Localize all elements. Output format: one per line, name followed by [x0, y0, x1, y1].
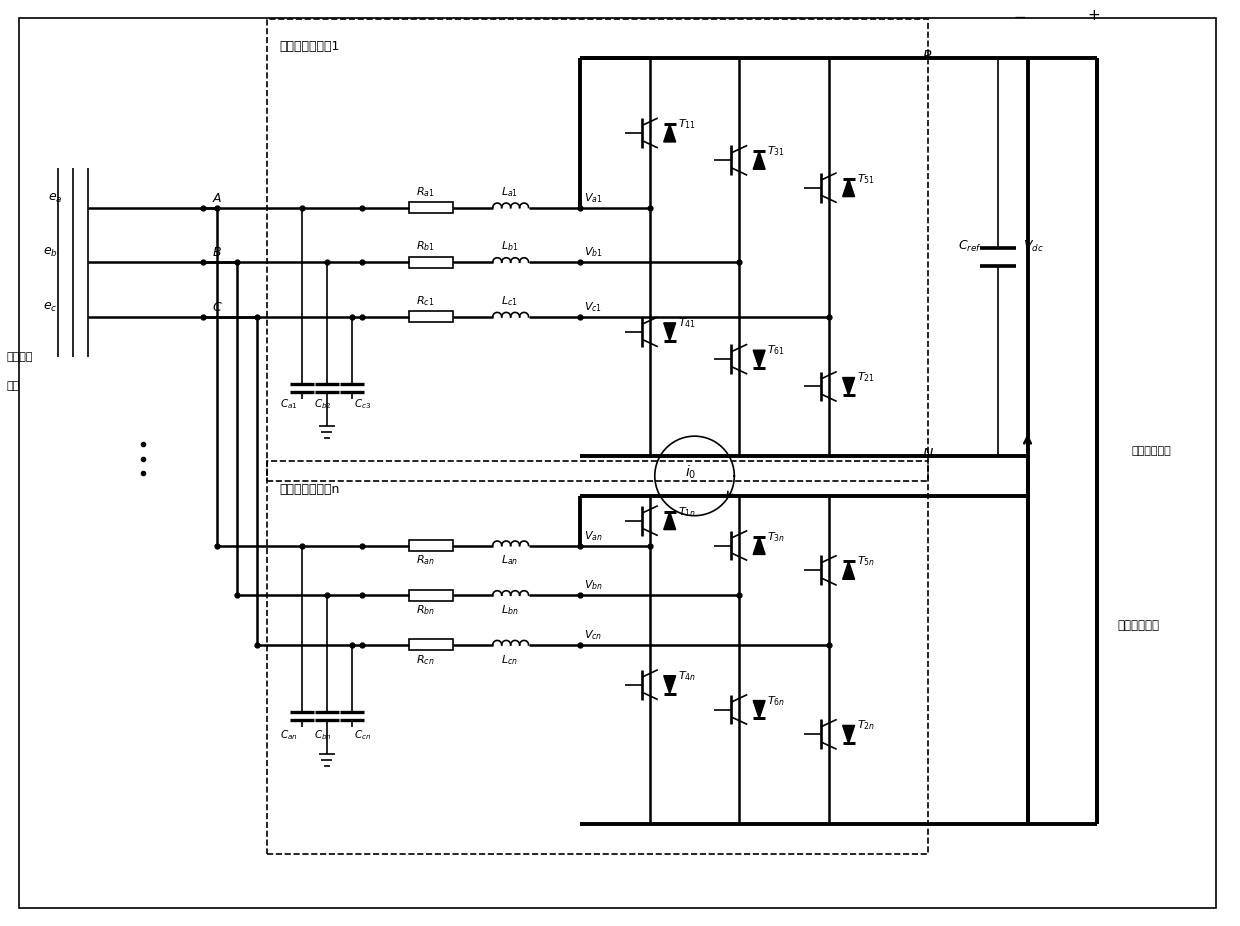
Text: 双向功率换流器n: 双向功率换流器n [279, 482, 340, 495]
Text: $C_{b2}$: $C_{b2}$ [314, 397, 331, 411]
Text: $e_b$: $e_b$ [43, 246, 58, 259]
Text: $V_{dc}$: $V_{dc}$ [1023, 239, 1043, 255]
Text: $V_{cn}$: $V_{cn}$ [584, 628, 603, 642]
Text: $V_{b1}$: $V_{b1}$ [584, 245, 603, 259]
Text: 母线: 母线 [6, 382, 20, 392]
Text: $B$: $B$ [212, 246, 222, 259]
Polygon shape [663, 323, 676, 341]
Text: $R_{a1}$: $R_{a1}$ [417, 185, 435, 198]
Text: $T_{51}$: $T_{51}$ [857, 172, 874, 186]
Text: $R_{b1}$: $R_{b1}$ [417, 240, 435, 254]
Text: $C_{c3}$: $C_{c3}$ [353, 397, 371, 411]
Text: $+$: $+$ [1087, 7, 1100, 22]
Text: $A$: $A$ [212, 192, 223, 205]
Text: $L_{cn}$: $L_{cn}$ [501, 653, 517, 667]
Bar [409, 590, 453, 601]
Text: $T_{6n}$: $T_{6n}$ [768, 694, 785, 707]
Text: $T_{1n}$: $T_{1n}$ [677, 505, 696, 519]
Text: $P$: $P$ [923, 49, 932, 63]
Text: $T_{31}$: $T_{31}$ [768, 144, 785, 158]
Text: $T_{4n}$: $T_{4n}$ [677, 669, 696, 682]
Text: $T_{61}$: $T_{61}$ [768, 344, 785, 357]
Text: $e_c$: $e_c$ [43, 301, 58, 314]
Polygon shape [753, 350, 765, 368]
Polygon shape [663, 676, 676, 694]
Text: $V_{c1}$: $V_{c1}$ [584, 300, 603, 314]
Polygon shape [843, 725, 854, 744]
Text: 双向功率换流器1: 双向功率换流器1 [279, 41, 340, 54]
Text: 直流子网母线: 直流子网母线 [1132, 446, 1172, 456]
Text: $C_{a1}$: $C_{a1}$ [280, 397, 298, 411]
Polygon shape [843, 561, 854, 580]
Text: $C$: $C$ [212, 301, 223, 314]
Text: $L_{a1}$: $L_{a1}$ [501, 185, 518, 198]
Bar [409, 257, 453, 268]
Polygon shape [843, 378, 854, 395]
Text: $-$: $-$ [1013, 7, 1025, 22]
Polygon shape [663, 512, 676, 530]
Text: $N$: $N$ [923, 447, 934, 461]
Text: $T_{5n}$: $T_{5n}$ [857, 555, 874, 569]
Text: $R_{bn}$: $R_{bn}$ [417, 603, 435, 617]
Text: $R_{c1}$: $R_{c1}$ [417, 294, 434, 308]
Bar [409, 311, 453, 322]
Polygon shape [753, 536, 765, 555]
Text: $T_{41}$: $T_{41}$ [677, 316, 696, 330]
Text: $e_a$: $e_a$ [48, 192, 63, 205]
Text: $L_{an}$: $L_{an}$ [501, 554, 518, 568]
Text: $R_{an}$: $R_{an}$ [417, 554, 435, 568]
Polygon shape [753, 701, 765, 719]
Text: $L_{c1}$: $L_{c1}$ [501, 294, 517, 308]
Text: $R_{cn}$: $R_{cn}$ [417, 653, 435, 667]
Polygon shape [663, 124, 676, 142]
Text: $C_{ref}$: $C_{ref}$ [959, 239, 982, 255]
Bar [267, 461, 929, 854]
Text: 交流子网: 交流子网 [6, 352, 33, 362]
Bar [409, 640, 453, 650]
Text: $i_0$: $i_0$ [684, 464, 696, 481]
Text: $T_{2n}$: $T_{2n}$ [857, 719, 874, 732]
Text: $T_{11}$: $T_{11}$ [677, 118, 696, 131]
Text: $C_{bn}$: $C_{bn}$ [314, 729, 332, 743]
Text: $L_{b1}$: $L_{b1}$ [501, 240, 518, 254]
Text: $L_{bn}$: $L_{bn}$ [501, 603, 518, 617]
Bar [267, 19, 929, 481]
Bar [409, 202, 453, 213]
Text: 直流子网母线: 直流子网母线 [1117, 619, 1159, 632]
Polygon shape [753, 151, 765, 169]
Polygon shape [843, 179, 854, 196]
Text: $T_{3n}$: $T_{3n}$ [768, 530, 785, 544]
Text: $V_{bn}$: $V_{bn}$ [584, 579, 603, 593]
Text: $T_{21}$: $T_{21}$ [857, 370, 874, 384]
Text: $C_{cn}$: $C_{cn}$ [353, 729, 371, 743]
Text: $V_{a1}$: $V_{a1}$ [584, 191, 603, 205]
Text: $C_{an}$: $C_{an}$ [280, 729, 298, 743]
Bar [409, 540, 453, 551]
Text: $V_{an}$: $V_{an}$ [584, 529, 603, 543]
